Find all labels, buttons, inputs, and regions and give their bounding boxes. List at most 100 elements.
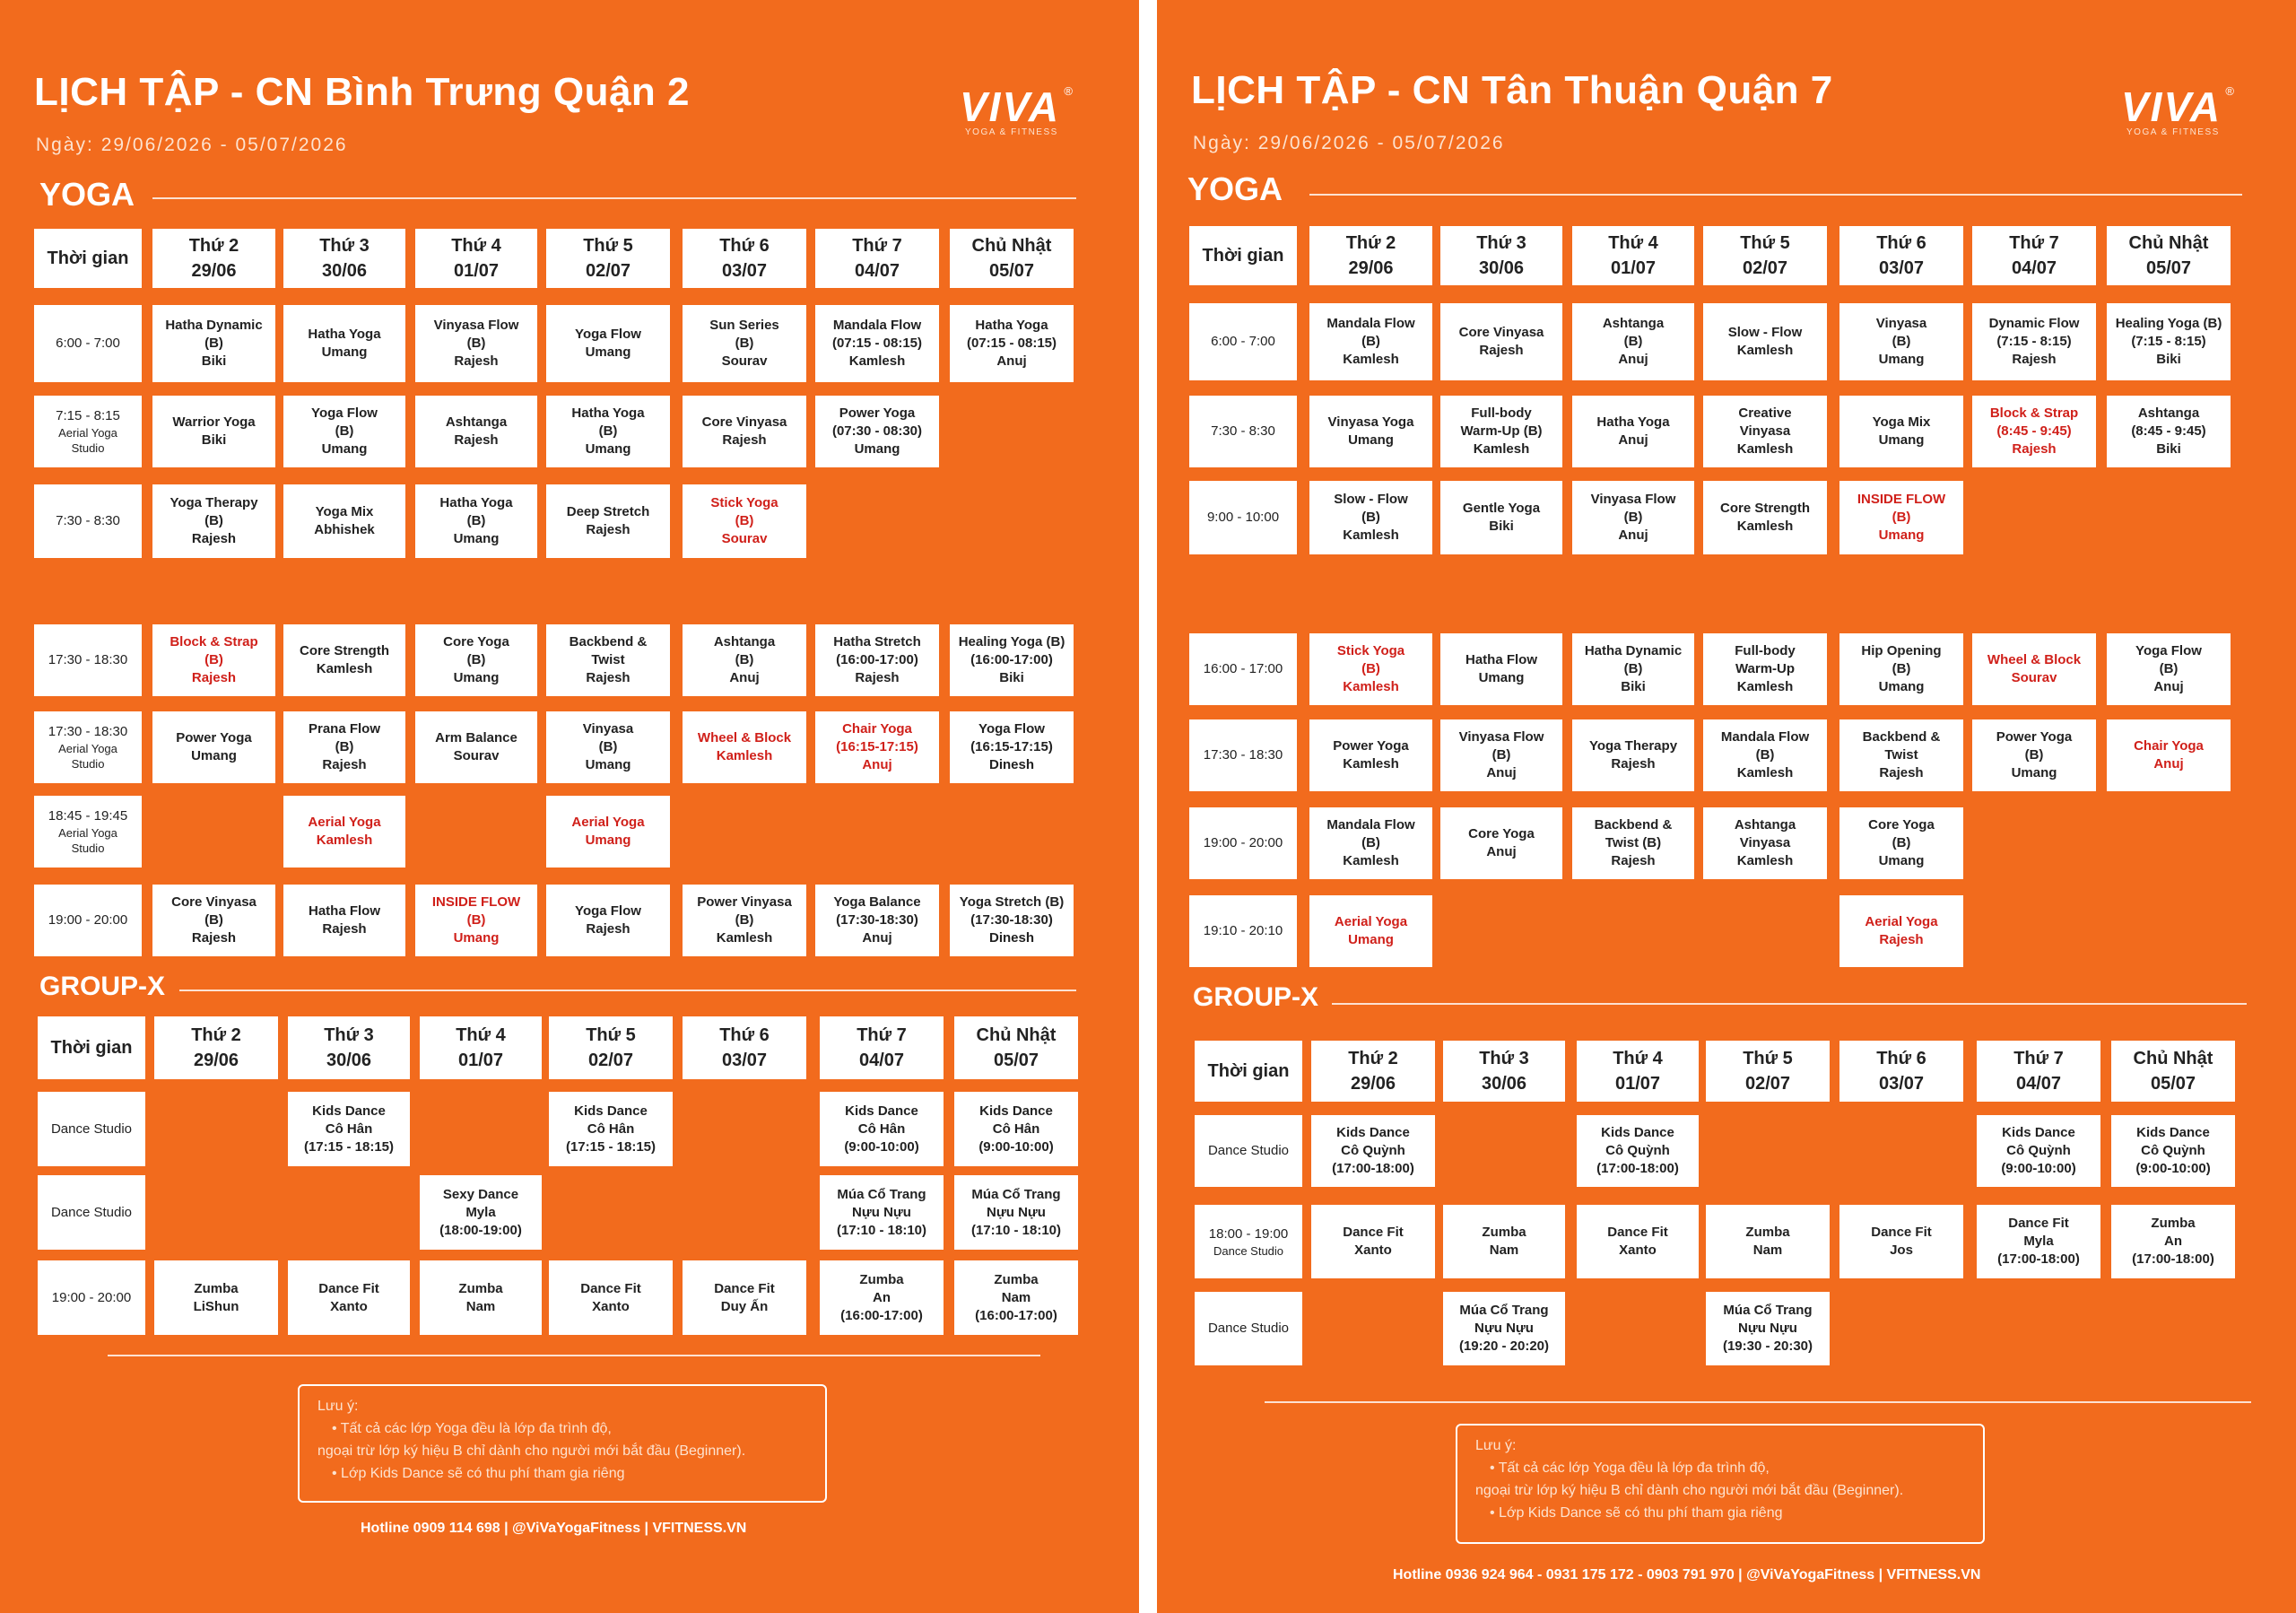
- cell-line: 04/07: [2015, 1074, 2062, 1094]
- cell-line: Thứ 4: [1608, 233, 1658, 253]
- cell-line: Cô Quỳnh: [2006, 1143, 2071, 1158]
- cell-line: Nựu Nựu: [852, 1204, 911, 1220]
- class-cell: Prana Flow (B) Rajesh: [283, 711, 405, 783]
- cell-line: (B): [1361, 510, 1380, 525]
- class-cell: Power Yoga Umang: [152, 711, 275, 783]
- cell-line: Thứ 2: [1348, 1049, 1398, 1068]
- cell-line: Umang: [585, 757, 631, 772]
- cell-line: Ashtanga: [445, 414, 508, 430]
- cell-line: Block & Strap: [170, 634, 258, 650]
- cell-line: (B): [204, 912, 223, 928]
- class-cell: Hatha Yoga Anuj: [1572, 396, 1694, 467]
- class-cell: Múa Cổ Trang Nựu Nựu (19:20 - 20:20): [1443, 1292, 1565, 1365]
- day-column-header: Thứ 7 04/07: [1972, 226, 2096, 285]
- class-cell: Arm Balance Sourav: [415, 711, 537, 783]
- cell-line: Vinyasa: [1739, 835, 1791, 850]
- cell-line: Rajesh: [322, 921, 367, 937]
- cell-line: Rajesh: [454, 353, 499, 369]
- cell-line: 01/07: [1610, 258, 1657, 278]
- cell-line: 30/06: [1481, 1074, 1527, 1094]
- cell-line: 30/06: [326, 1051, 372, 1070]
- cell-line: Abhishek: [314, 522, 375, 537]
- note-line: • Tất cả các lớp Yoga đều là lớp đa trìn…: [1490, 1460, 1770, 1476]
- class-cell: Yoga Flow (B) Anuj: [2107, 633, 2231, 705]
- cell-line: Yoga Stretch (B): [959, 894, 1065, 910]
- time-slot-cell: Dance Studio: [38, 1175, 145, 1250]
- cell-line: (B): [735, 652, 754, 667]
- cell-line: Yoga Flow: [2135, 643, 2202, 658]
- cell-line: Studio: [71, 757, 105, 771]
- class-cell: Hatha Yoga (B) Umang: [546, 396, 670, 467]
- cell-line: Rajesh: [855, 670, 900, 685]
- cell-line: (B): [598, 423, 618, 439]
- class-cell: Dance Fit Myla (17:00-18:00): [1977, 1205, 2100, 1278]
- cell-line: 30/06: [321, 261, 368, 281]
- cell-line: 19:00 - 20:00: [48, 912, 128, 928]
- cell-line: 16:00 - 17:00: [1203, 661, 1283, 676]
- class-cell: Stick Yoga (B) Sourav: [683, 484, 806, 558]
- cell-line: Thứ 7: [2009, 233, 2059, 253]
- cell-line: Yoga Mix: [1872, 414, 1931, 430]
- cell-line: (07:30 - 08:30): [831, 423, 923, 439]
- day-column-header: Thứ 7 04/07: [820, 1016, 944, 1079]
- cell-line: Rajesh: [454, 432, 499, 448]
- time-slot-cell: Dance Studio: [1195, 1292, 1302, 1365]
- time-slot-cell: 17:30 - 18:30: [34, 624, 142, 696]
- cell-line: (B): [1755, 747, 1775, 763]
- cell-line: (B): [1361, 835, 1380, 850]
- cell-line: Kamlesh: [1343, 756, 1399, 772]
- class-cell: Vinyasa (B) Umang: [546, 711, 670, 783]
- cell-line: Thứ 5: [583, 236, 633, 256]
- cell-line: Backbend &: [1862, 729, 1941, 745]
- cell-line: Backbend &: [569, 634, 648, 650]
- cell-line: Anuj: [2153, 756, 2184, 772]
- class-cell: Mandala Flow (B) Kamlesh: [1309, 303, 1432, 380]
- class-cell: Kids Dance Cô Hân (9:00-10:00): [820, 1092, 944, 1166]
- class-cell: Slow - Flow Kamlesh: [1703, 303, 1827, 380]
- cell-line: Umang: [585, 833, 631, 848]
- cell-line: Xanto: [330, 1298, 368, 1314]
- cell-line: Creative: [1738, 405, 1792, 421]
- cell-line: 02/07: [587, 1051, 634, 1070]
- cell-line: Power Yoga: [176, 730, 252, 745]
- cell-line: Sourav: [2011, 670, 2057, 685]
- cell-line: Sourav: [721, 353, 768, 369]
- cell-line: (9:00-10:00): [844, 1138, 919, 1155]
- cell-line: Kids Dance: [2002, 1125, 2075, 1140]
- class-cell: Core Vinyasa Rajesh: [1440, 303, 1562, 380]
- cell-line: (16:00-17:00): [975, 1307, 1057, 1323]
- class-cell: Core Vinyasa Rajesh: [683, 396, 806, 467]
- class-cell: Zumba Nam: [420, 1260, 542, 1335]
- cell-line: Cô Hân: [587, 1120, 635, 1137]
- cell-line: Kids Dance: [312, 1103, 386, 1119]
- cell-line: Hatha Yoga: [308, 327, 381, 342]
- cell-line: Yoga Flow: [978, 721, 1045, 737]
- cell-line: 9:00 - 10:00: [1206, 510, 1280, 525]
- cell-line: Aerial Yoga: [308, 815, 381, 830]
- cell-line: Biki: [201, 353, 227, 369]
- class-cell: Core Yoga (B) Umang: [415, 624, 537, 696]
- notes-title: Lưu ý:: [1475, 1438, 1517, 1453]
- cell-line: Anuj: [1486, 844, 1517, 859]
- time-slot-cell: Dance Studio: [38, 1092, 145, 1166]
- cell-line: Stick Yoga: [1336, 643, 1405, 658]
- cell-line: INSIDE FLOW: [1857, 492, 1946, 507]
- cell-line: Umang: [585, 441, 631, 457]
- day-column-header: Thứ 5 02/07: [549, 1016, 673, 1079]
- class-cell: Vinyasa Flow (B) Anuj: [1440, 719, 1562, 791]
- cell-line: (B): [204, 652, 223, 667]
- cell-line: 30/06: [1478, 258, 1525, 278]
- class-cell: Yoga Therapy Rajesh: [1572, 719, 1694, 791]
- cell-line: Cô Quỳnh: [1341, 1143, 1405, 1158]
- cell-line: An: [873, 1289, 891, 1305]
- cell-line: 01/07: [453, 261, 500, 281]
- cell-line: Rajesh: [191, 531, 237, 546]
- class-cell: Full-body Warm-Up Kamlesh: [1703, 633, 1827, 705]
- cell-line: Xanto: [1354, 1242, 1392, 1258]
- cell-line: Thứ 2: [1345, 233, 1396, 253]
- cell-line: Múa Cổ Trang: [837, 1186, 926, 1202]
- cell-line: (17:15 - 18:15): [565, 1138, 657, 1155]
- cell-line: Umang: [453, 531, 500, 546]
- cell-line: Biki: [1621, 679, 1646, 694]
- cell-line: Vinyasa Flow: [1458, 729, 1544, 745]
